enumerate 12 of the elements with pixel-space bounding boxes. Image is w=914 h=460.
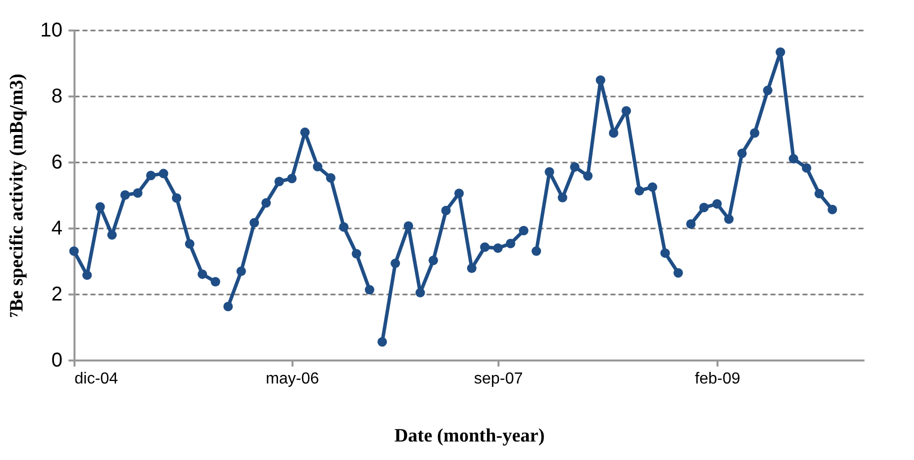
x-axis-title: Date (month-year) [394, 426, 545, 446]
x-tick-label: feb-09 [694, 370, 740, 388]
x-tick-label: dic-04 [74, 370, 118, 388]
x-tick-label: may-06 [266, 370, 320, 388]
x-tick-label: sep-07 [474, 370, 523, 388]
y-tick-label: 8 [51, 86, 62, 108]
y-tick-label: 4 [51, 218, 62, 240]
y-tick-label: 10 [40, 20, 62, 42]
y-tick-label: 0 [51, 350, 62, 372]
y-tick-label: 6 [51, 152, 62, 174]
y-axis-title: ⁷Be specific activity (mBq/m3) [6, 74, 28, 318]
y-tick-label: 2 [51, 284, 62, 306]
